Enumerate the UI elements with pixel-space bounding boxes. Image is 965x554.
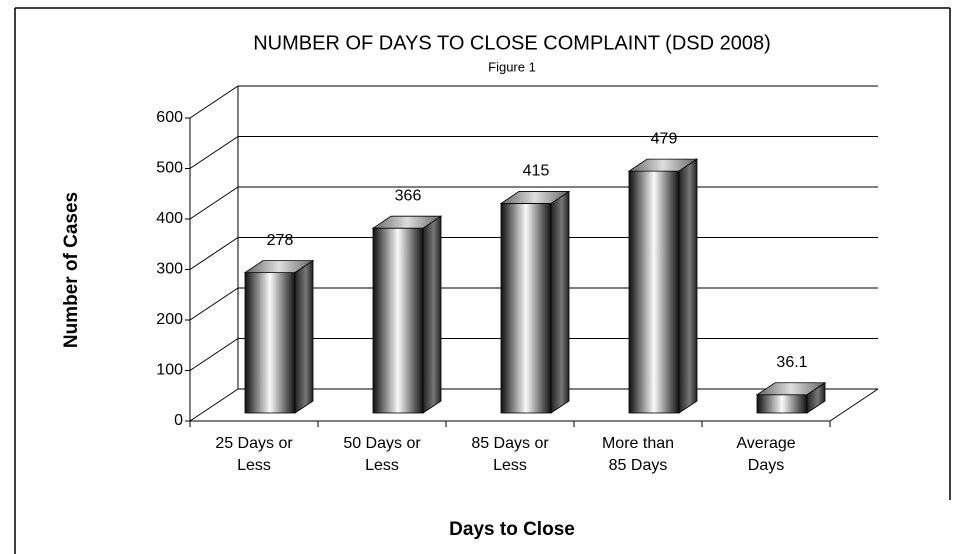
bar-top [755,382,827,396]
y-tick-label: 200 [156,311,183,328]
chart-subtitle: Figure 1 [488,59,536,74]
x-tick-label: 25 Days or Less [215,435,293,474]
bar-top [371,215,443,229]
y-tick-label: 500 [156,160,183,177]
value-label: 415 [523,163,550,180]
y-tick-label: 100 [156,362,183,379]
y-tick-label: 400 [156,210,183,227]
chart-title: NUMBER OF DAYS TO CLOSE COMPLAINT (DSD 2… [253,32,771,54]
y-tick-label: 600 [156,109,183,126]
bar-side [550,190,570,414]
value-label: 366 [395,187,422,204]
bar-top [627,158,699,172]
side-grid-line [189,136,239,169]
bar-top [499,191,571,204]
bar [756,394,808,414]
x-tick-label: 85 Days or Less [471,435,549,474]
value-label: 36.1 [776,354,807,371]
bar-side [678,158,698,414]
side-grid-line [189,85,239,119]
bar-top [243,260,315,274]
bar [500,203,552,414]
y-tick-label: 300 [156,261,183,278]
side-grid-line [189,237,239,270]
value-label: 479 [651,130,678,147]
y-tick-label: 0 [174,412,183,429]
x-tick-label: More than 85 Days [601,435,675,474]
bar [628,170,680,414]
x-tick-label: 50 Days or Less [343,435,421,474]
side-grid-line [189,287,239,321]
side-grid-line [189,186,239,220]
floor-side [829,388,879,422]
frame [14,7,951,554]
value-label: 278 [267,232,294,249]
y-axis-label: Number of Cases [61,192,82,348]
x-tick-label: Average Days [736,435,796,474]
x-axis-label: Days to Close [449,519,575,540]
side-grid-line [189,338,239,371]
bar [372,227,424,414]
bar-side [294,259,314,414]
side-grid-line [189,388,239,422]
bar-side [422,215,442,414]
bar [244,272,296,414]
